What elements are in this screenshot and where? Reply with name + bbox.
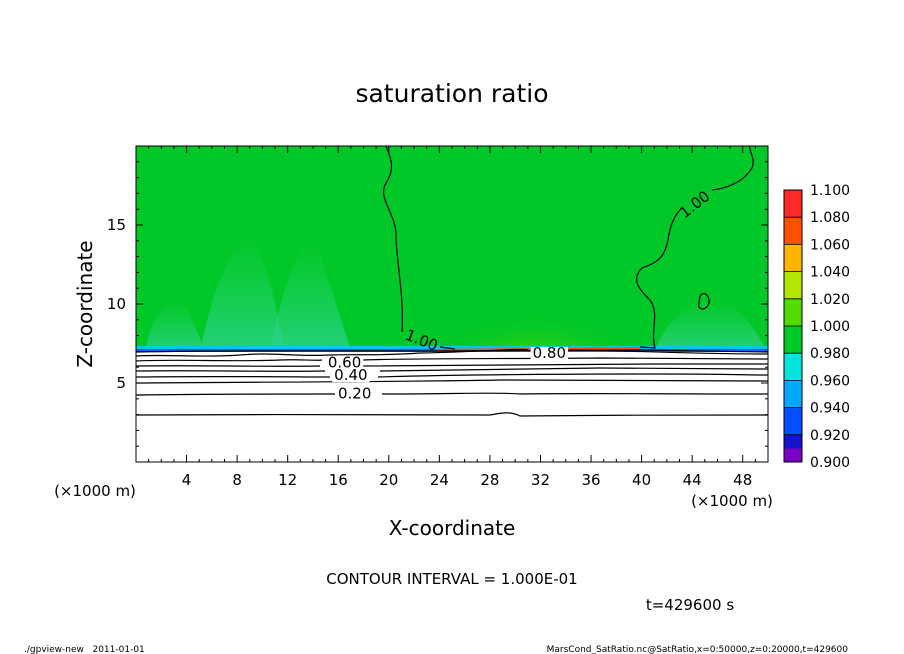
colorbar-swatch bbox=[784, 380, 802, 408]
cool-patch bbox=[145, 300, 205, 352]
footer-left: ./gpview-new 2011-01-01 bbox=[24, 645, 145, 654]
colorbar-label: 1.040 bbox=[810, 265, 850, 281]
contour-label: 0.80 bbox=[533, 344, 566, 362]
contour-label-bg bbox=[335, 387, 374, 401]
colorbar-label: 1.100 bbox=[810, 183, 850, 199]
colorbar-label: 0.960 bbox=[810, 373, 850, 389]
x-tick-label: 36 bbox=[581, 471, 600, 489]
colorbar-label: 1.020 bbox=[810, 292, 850, 308]
contour-line-0.80 bbox=[136, 348, 768, 357]
colorbar-label: 0.980 bbox=[810, 346, 850, 362]
x-tick-label: 8 bbox=[232, 471, 242, 489]
x-tick-label: 16 bbox=[329, 471, 348, 489]
colorbar-swatch bbox=[784, 353, 802, 381]
colorbar-label: 0.900 bbox=[810, 455, 850, 471]
x-tick-label: 40 bbox=[632, 471, 651, 489]
cool-patch bbox=[655, 300, 768, 352]
contour-line-0.60 bbox=[136, 363, 768, 367]
contour-label: 0.40 bbox=[334, 366, 367, 384]
colorbar-swatch bbox=[784, 271, 802, 299]
colorbar-label: 1.000 bbox=[810, 319, 850, 335]
x-axis: 4 8 12 16 20 24 28 32 36 40 44 48 bbox=[148, 146, 756, 489]
contour-line-0.50 bbox=[136, 367, 768, 372]
time-label: t=429600 s bbox=[646, 596, 734, 614]
contour-line-0.90 bbox=[136, 349, 768, 353]
x-tick-label: 20 bbox=[379, 471, 398, 489]
colorbar-swatch bbox=[784, 244, 802, 272]
colorbar-label: 0.940 bbox=[810, 401, 850, 417]
y-axis-label: Z-coordinate bbox=[73, 240, 97, 367]
x-tick-label: 4 bbox=[182, 471, 192, 489]
cool-patch bbox=[270, 240, 352, 352]
colorbar-label: 1.080 bbox=[810, 210, 850, 226]
x-axis-label: X-coordinate bbox=[389, 516, 516, 540]
y-tick-label: 10 bbox=[107, 295, 126, 313]
contour-line-0.30 bbox=[136, 379, 768, 384]
contour-line-1.00 bbox=[439, 346, 456, 350]
contour-label-group: 0.60 bbox=[325, 353, 364, 371]
contour-line-0.40 bbox=[136, 373, 768, 378]
x-tick-label: 12 bbox=[278, 471, 297, 489]
colorbar-swatch bbox=[784, 217, 802, 245]
x-tick-label: 48 bbox=[733, 471, 752, 489]
x-tick-label: 44 bbox=[683, 471, 702, 489]
colorbar-swatch bbox=[784, 298, 802, 326]
colorbar-swatch bbox=[784, 407, 802, 435]
contour-label: 0.20 bbox=[338, 384, 371, 402]
colorbar-swatch bbox=[784, 190, 802, 218]
contour-label-group: 0.20 bbox=[335, 384, 374, 402]
y-tick-label: 15 bbox=[107, 216, 126, 234]
contour-label-group: 0.80 bbox=[530, 344, 569, 362]
contour-line-1.00 bbox=[636, 209, 681, 349]
colorbar-swatch bbox=[784, 326, 802, 354]
contour-line-1.00 bbox=[698, 292, 710, 310]
contour-label-bg bbox=[332, 369, 370, 383]
colorbar-label: 0.920 bbox=[810, 428, 850, 444]
contour-line-0.20 bbox=[136, 392, 768, 396]
contour-line-1.00 bbox=[382, 146, 403, 333]
x-tick-label: 24 bbox=[430, 471, 449, 489]
x-tick-label: 28 bbox=[480, 471, 499, 489]
x-unit-label: (×1000 m) bbox=[691, 492, 773, 510]
contour-lines bbox=[136, 146, 768, 417]
colorbar-swatch-base bbox=[784, 448, 802, 462]
contour-interval-text: CONTOUR INTERVAL = 1.000E-01 bbox=[326, 570, 577, 588]
contour-label-bg bbox=[325, 356, 364, 370]
z-unit-label: (×1000 m) bbox=[54, 482, 136, 500]
y-tick-label: 5 bbox=[116, 374, 126, 392]
plot-area: 1.001.000.800.600.400.20 bbox=[136, 146, 768, 462]
contour-line-1.00 bbox=[711, 146, 754, 191]
contour-line-0.70 bbox=[136, 357, 768, 362]
y-axis: 5 10 15 bbox=[107, 161, 768, 447]
footer-right: MarsCond_SatRatio.nc@SatRatio,x=0:50000,… bbox=[547, 645, 849, 654]
chart-title: saturation ratio bbox=[355, 79, 548, 108]
contour-label-bg bbox=[530, 346, 569, 360]
cool-patch bbox=[200, 235, 285, 352]
contour-label-group: 0.40 bbox=[332, 366, 370, 384]
contour-label: 0.60 bbox=[328, 353, 361, 371]
contour-line-0.10 bbox=[136, 412, 768, 417]
x-tick-label: 32 bbox=[531, 471, 550, 489]
colorbar: 0.900 0.920 0.940 0.960 0.980 1.000 1.020 1.040… bbox=[783, 183, 850, 471]
colorbar-label: 1.060 bbox=[810, 237, 850, 253]
